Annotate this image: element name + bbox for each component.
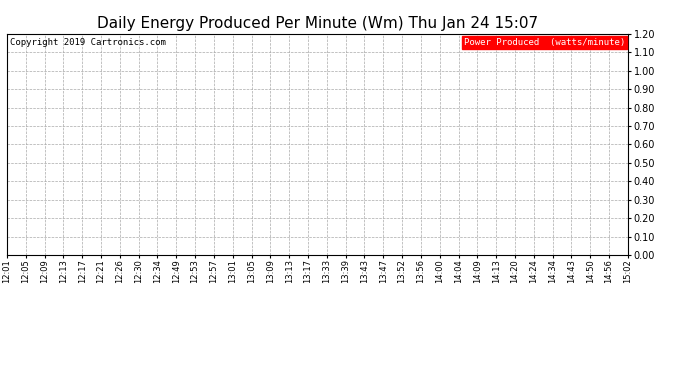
Text: Power Produced  (watts/minute): Power Produced (watts/minute) [464, 38, 625, 47]
Title: Daily Energy Produced Per Minute (Wm) Thu Jan 24 15:07: Daily Energy Produced Per Minute (Wm) Th… [97, 16, 538, 31]
Text: Copyright 2019 Cartronics.com: Copyright 2019 Cartronics.com [10, 38, 166, 47]
